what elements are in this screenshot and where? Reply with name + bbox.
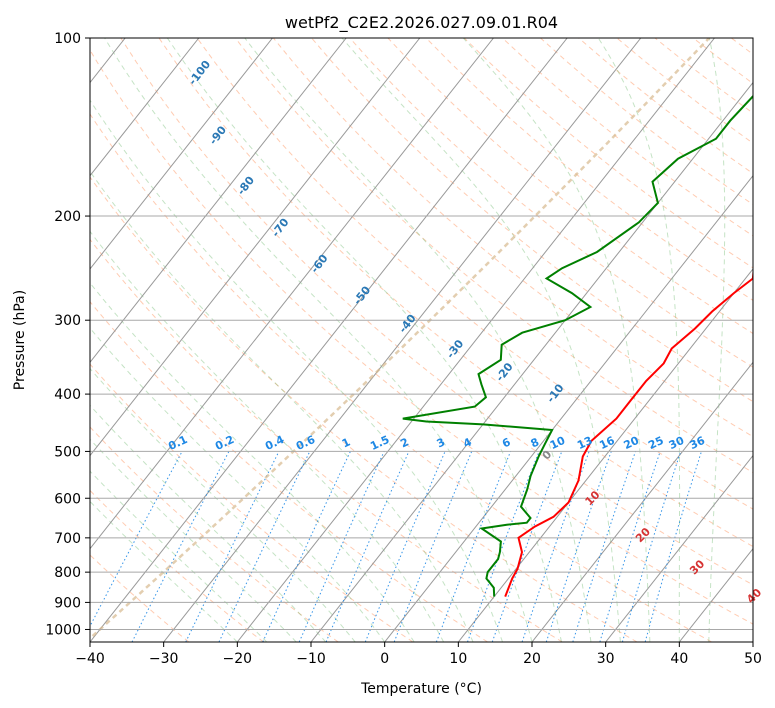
dry-adiabat-line xyxy=(196,38,753,510)
moist-adiabat-line xyxy=(341,38,621,642)
y-tick-label: 700 xyxy=(54,531,81,547)
dry-adiabat-line xyxy=(90,176,638,642)
dry-adiabat-line xyxy=(90,238,563,642)
isotherm-line xyxy=(531,361,753,642)
mixing-ratio-line xyxy=(521,451,590,642)
mixing-ratio-line xyxy=(599,451,661,642)
mixing-ratio-line xyxy=(298,451,385,642)
moist-adiabat-line xyxy=(90,404,327,642)
reference-curve xyxy=(90,38,711,640)
isotherm-line xyxy=(90,38,568,642)
mixing-ratio-label: 25 xyxy=(646,434,665,452)
mixing-ratio-line xyxy=(644,451,702,642)
isotherm-line xyxy=(163,38,642,642)
dry-adiabat-line xyxy=(425,38,753,301)
moist-adiabat-line xyxy=(597,38,681,642)
x-tick-label: 50 xyxy=(744,651,762,667)
mixing-ratio-label: 20 xyxy=(622,434,642,452)
mixing-ratio-line xyxy=(131,451,230,642)
mixing-ratio-line xyxy=(545,451,612,642)
y-axis-title: Pressure (hPa) xyxy=(12,290,28,390)
moist-adiabat-line xyxy=(90,367,356,642)
isotherm-line xyxy=(384,174,753,642)
dry-adiabat-line xyxy=(273,38,753,438)
mixing-ratio-label: 13 xyxy=(575,434,594,452)
plot-frame xyxy=(89,37,754,643)
dry-adiabat-line xyxy=(120,38,753,586)
mixing-ratio-label: 30 xyxy=(667,434,687,452)
moist-adiabat-line xyxy=(90,230,445,642)
moist-adiabat-line xyxy=(90,170,474,642)
dry-adiabat-line xyxy=(90,489,264,642)
mixing-ratio-line xyxy=(90,451,183,628)
moist-adiabat-line xyxy=(462,38,651,642)
mixing-ratio-line xyxy=(491,451,563,642)
x-tick-label: −30 xyxy=(149,651,179,667)
dry-adiabat-line xyxy=(234,38,753,474)
y-tick-label: 900 xyxy=(54,595,81,611)
x-tick-label: 30 xyxy=(597,651,615,667)
moist-adiabat-line xyxy=(708,38,726,642)
dry-adiabat-line xyxy=(90,426,339,642)
mixing-ratio-line xyxy=(393,451,473,642)
x-tick-label: −10 xyxy=(296,651,326,667)
y-tick-label: 100 xyxy=(54,31,81,47)
x-tick-label: 0 xyxy=(380,651,389,667)
mixing-ratio-line xyxy=(364,451,446,642)
isotherm-line xyxy=(90,38,273,270)
x-tick-label: 40 xyxy=(670,651,688,667)
y-tick-label: 500 xyxy=(54,444,81,460)
y-tick-label: 400 xyxy=(54,387,81,403)
x-axis-title: Temperature (°C) xyxy=(360,681,482,697)
moist-adiabat-line xyxy=(104,38,533,642)
mixing-ratio-label: 36 xyxy=(688,434,708,452)
grid-lines xyxy=(90,38,753,630)
mixing-ratio-label: 16 xyxy=(597,434,617,452)
y-tick-label: 800 xyxy=(54,565,81,581)
chart-title: wetPf2_C2E2.2026.027.09.01.R04 xyxy=(285,13,558,33)
isotherm-line xyxy=(605,454,753,642)
isotherm-line xyxy=(90,38,200,177)
profile-line xyxy=(402,94,753,597)
mixing-ratio-line xyxy=(325,451,410,642)
isotherm-line xyxy=(90,38,421,457)
moist-adiabat-line xyxy=(90,282,415,642)
moist-adiabat-line xyxy=(244,38,592,642)
x-tick-label: −20 xyxy=(223,651,253,667)
dry-adiabat-line xyxy=(90,113,712,642)
mixing-ratio-label: 10 xyxy=(548,434,568,452)
isotherm-line xyxy=(310,81,753,642)
x-tick-label: 20 xyxy=(523,651,541,667)
dry-adiabat-line xyxy=(90,300,488,642)
profile-line xyxy=(504,265,753,597)
dry-adiabat-line xyxy=(349,38,753,368)
y-tick-label: 300 xyxy=(54,313,81,329)
isotherm-line xyxy=(90,38,347,364)
mixing-ratio-line xyxy=(621,451,682,642)
dry-adiabat-line xyxy=(90,554,190,642)
y-tick-label: 200 xyxy=(54,209,81,225)
x-tick-label: −40 xyxy=(75,651,105,667)
mixing-ratio-line xyxy=(435,451,512,642)
moist-adiabat-line xyxy=(90,327,386,642)
background-lines xyxy=(90,38,753,642)
plot-background xyxy=(90,38,753,642)
moist-adiabat-line xyxy=(90,99,503,642)
isotherm-line xyxy=(457,268,753,642)
profile-series xyxy=(402,94,753,597)
y-axis: 100 200 300 400 500 600 700 800 900 1000 xyxy=(45,31,90,638)
y-tick-label: 1000 xyxy=(45,622,81,638)
y-tick-label: 600 xyxy=(54,491,81,507)
isotherm-line xyxy=(236,38,715,642)
isotherm-line xyxy=(90,38,494,550)
x-tick-label: 10 xyxy=(449,651,467,667)
mixing-ratio-line xyxy=(467,451,540,642)
mixing-ratio-line xyxy=(572,451,636,642)
x-axis: −40 −30 −20 −10 0 10 20 30 40 50 xyxy=(75,642,762,667)
